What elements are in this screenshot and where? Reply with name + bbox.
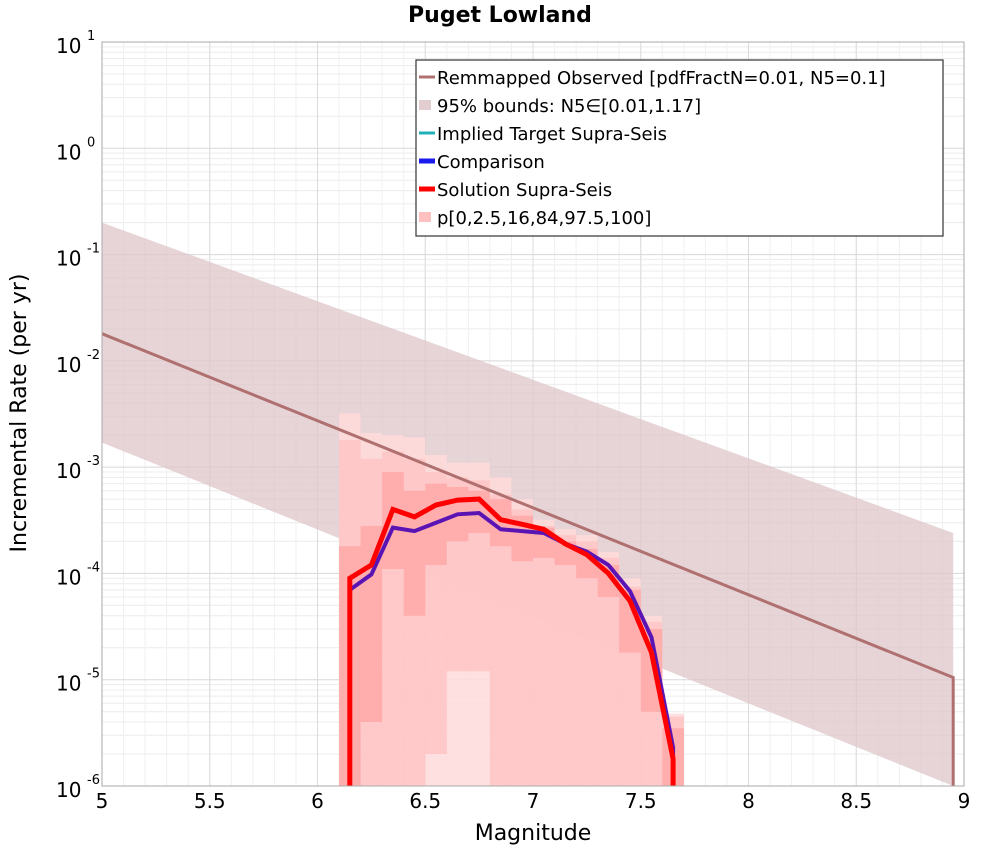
x-tick-label: 9 xyxy=(958,789,971,813)
y-tick-exponent: -1 xyxy=(87,242,100,257)
y-tick-exponent: -5 xyxy=(87,667,100,682)
y-tick-label: 10 xyxy=(56,353,81,377)
y-axis: 10 1 10 0 10 -1 10 -2 10 -3 10 -4 10 -5 10 -6 xyxy=(56,29,100,802)
x-tick-label: 7.5 xyxy=(625,789,657,813)
y-tick-label: 10 xyxy=(56,778,81,802)
plot-content xyxy=(102,222,955,786)
x-tick-label: 7 xyxy=(527,789,540,813)
y-tick-label: 10 xyxy=(56,565,81,589)
y-tick-label: 10 xyxy=(56,34,81,58)
y-tick-label: 10 xyxy=(56,140,81,164)
legend-swatch xyxy=(419,212,431,222)
legend-label: p[0,2.5,16,84,97.5,100] xyxy=(437,208,651,229)
x-tick-label: 8 xyxy=(742,789,755,813)
percentile-band xyxy=(339,472,684,786)
x-tick-label: 8.5 xyxy=(840,789,872,813)
x-axis: 5 5.5 6 6.5 7 7.5 8 8.5 9 xyxy=(96,789,971,813)
y-tick-exponent: 0 xyxy=(87,135,95,150)
y-tick-label: 10 xyxy=(56,247,81,271)
series-line xyxy=(347,510,676,786)
y-tick-exponent: 1 xyxy=(87,29,95,44)
y-tick-exponent: -3 xyxy=(87,454,100,469)
observed-line xyxy=(102,332,955,786)
x-tick-label: 5.5 xyxy=(194,789,226,813)
y-axis-title: Incremental Rate (per yr) xyxy=(7,274,32,553)
legend-label: Implied Target Supra-Seis xyxy=(437,124,667,145)
series-line xyxy=(347,496,676,786)
legend-label: Comparison xyxy=(437,152,545,173)
legend-label: Remmapped Observed [pdfFractN=0.01, N5=0… xyxy=(437,68,886,89)
legend-label: Solution Supra-Seis xyxy=(437,180,612,201)
legend-swatch xyxy=(419,100,431,110)
plot-area xyxy=(102,222,955,786)
plot-frame xyxy=(101,41,965,787)
x-tick-label: 5 xyxy=(96,789,109,813)
chart-title: Puget Lowland xyxy=(408,3,592,28)
x-tick-label: 6 xyxy=(311,789,324,813)
y-tick-label: 10 xyxy=(56,672,81,696)
legend: Remmapped Observed [pdfFractN=0.01, N5=0… xyxy=(415,59,944,237)
y-tick-label: 10 xyxy=(56,459,81,483)
x-axis-title: Magnitude xyxy=(475,821,592,846)
y-tick-exponent: -6 xyxy=(87,773,100,788)
x-tick-label: 6.5 xyxy=(409,789,441,813)
y-tick-exponent: -2 xyxy=(87,348,100,363)
legend-box xyxy=(415,59,944,237)
legend-label: 95% bounds: N5∈[0.01,1.17] xyxy=(437,96,701,117)
y-tick-exponent: -4 xyxy=(87,560,100,575)
